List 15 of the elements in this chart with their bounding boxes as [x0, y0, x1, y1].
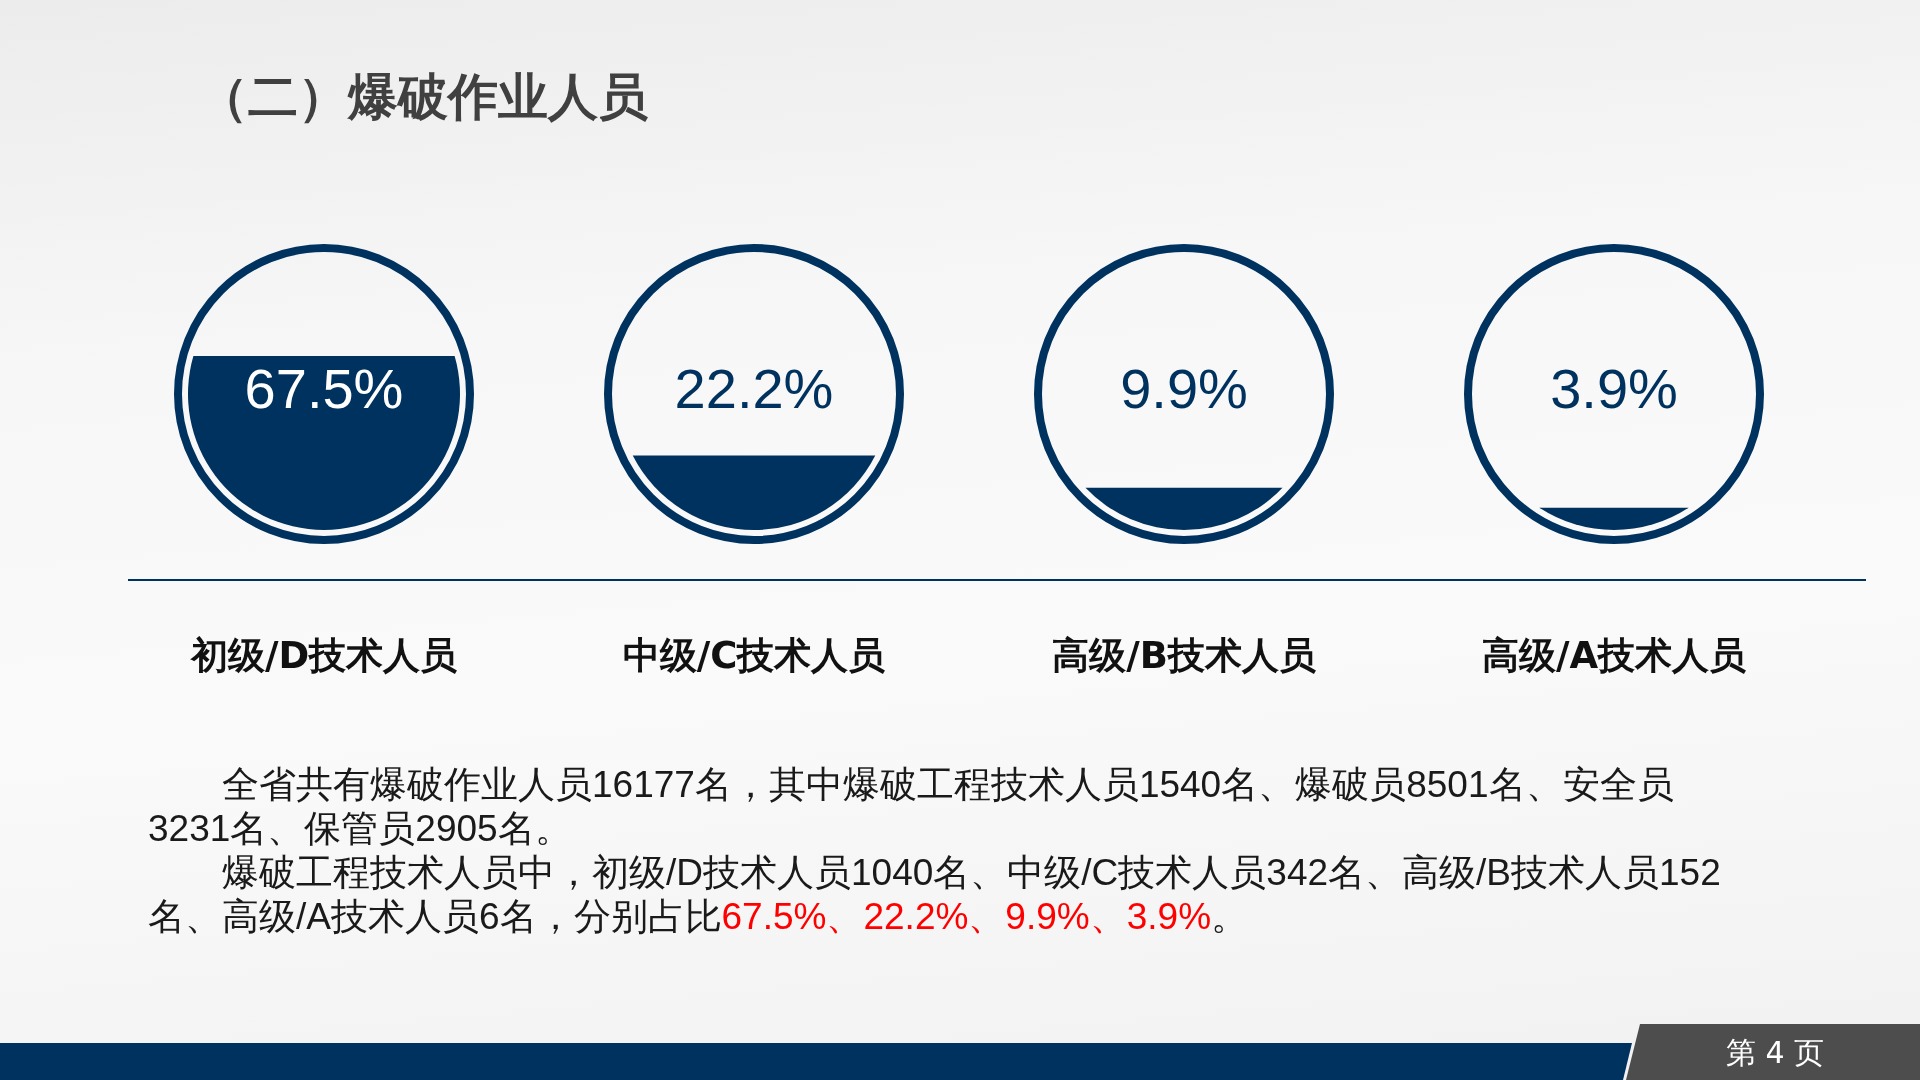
text: 全省共有爆破作业人员16177名，其中爆破工程技术人员1540名、爆破员8501名、安全员3231名、保管员2905名。 [148, 764, 1674, 849]
category-label: 中级/C技术人员 [622, 633, 886, 677]
category-label: 高级/A技术人员 [1481, 633, 1747, 677]
category-label: 初级/D技术人员 [189, 633, 458, 677]
text: 67.5%、22.2%、9.9%、3.9% [721, 896, 1212, 937]
text: 爆破工程技术人员中，初级/D技术人员1040名、中级/C技术人员342名、高级/B技术人员152 [222, 852, 1721, 893]
text: （二）爆破作业人员 [198, 67, 648, 128]
text: 名、高级/A技术人员6名，分别占比 [148, 896, 722, 937]
data-label: 67.5% [244, 357, 404, 421]
text: 。 [1211, 896, 1249, 937]
data-label: 22.2% [674, 357, 834, 421]
data-label: 3.9% [1550, 357, 1678, 421]
category-label: 高级/B技术人员 [1052, 633, 1316, 677]
text: 第 4 页 [1724, 1034, 1826, 1072]
data-label: 9.9% [1120, 357, 1248, 421]
